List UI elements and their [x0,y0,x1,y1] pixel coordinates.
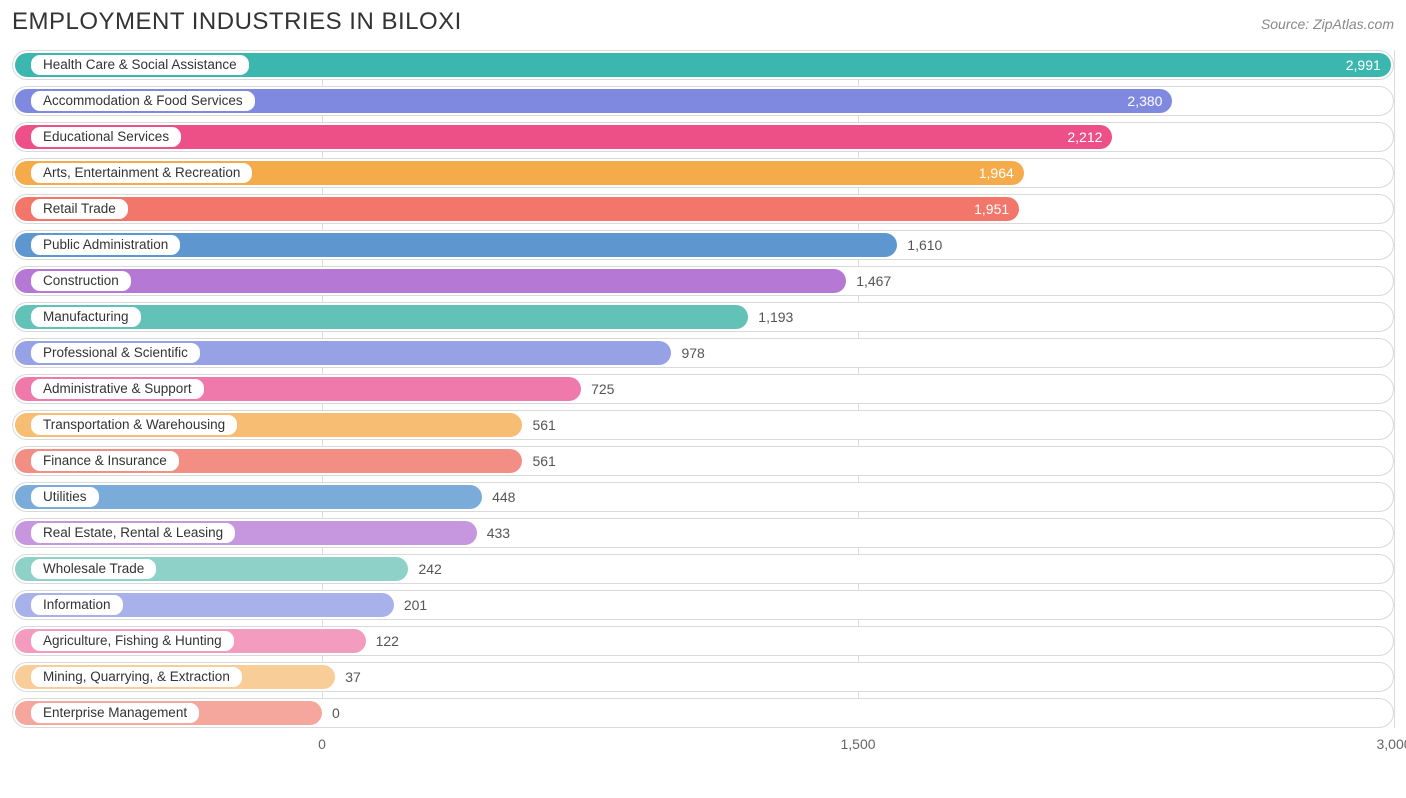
bar-row: Utilities 448 [12,482,1394,512]
bar-row: Wholesale Trade 242 [12,554,1394,584]
category-label: Administrative & Support [30,378,205,400]
employment-bar-chart: Health Care & Social Assistance 2,991 Acco… [12,50,1394,758]
category-label: Mining, Quarrying, & Extraction [30,666,243,688]
bar-row: Retail Trade 1,951 [12,194,1394,224]
bar-row: Enterprise Management 0 [12,698,1394,728]
bar-row: Finance & Insurance 561 [12,446,1394,476]
value-label: 122 [376,633,399,649]
category-label: Public Administration [30,234,181,256]
value-label: 0 [332,705,340,721]
value-label: 2,991 [1346,57,1381,73]
bar-row: Transportation & Warehousing 561 [12,410,1394,440]
bar-row: Agriculture, Fishing & Hunting 122 [12,626,1394,656]
category-label: Professional & Scientific [30,342,201,364]
category-label: Health Care & Social Assistance [30,54,250,76]
x-tick: 1,500 [840,736,875,752]
bar-row: Public Administration 1,610 [12,230,1394,260]
value-label: 1,193 [758,309,793,325]
value-label: 561 [532,417,555,433]
bar-row: Educational Services 2,212 [12,122,1394,152]
bar-row: Manufacturing 1,193 [12,302,1394,332]
source-prefix: Source: [1261,16,1313,32]
category-label: Utilities [30,486,100,508]
value-label: 2,380 [1127,93,1162,109]
value-label: 1,467 [856,273,891,289]
category-label: Construction [30,270,132,292]
bar-row: Information 201 [12,590,1394,620]
bar [15,269,846,293]
x-tick: 3,000 [1376,736,1406,752]
category-label: Arts, Entertainment & Recreation [30,162,253,184]
category-label: Educational Services [30,126,182,148]
bar-row: Accommodation & Food Services 2,380 [12,86,1394,116]
value-label: 1,951 [974,201,1009,217]
category-label: Real Estate, Rental & Leasing [30,522,236,544]
chart-title: EMPLOYMENT INDUSTRIES IN BILOXI [12,8,462,36]
bar-row: Arts, Entertainment & Recreation 1,964 [12,158,1394,188]
value-label: 561 [532,453,555,469]
category-label: Manufacturing [30,306,142,328]
gridline [1394,50,1395,728]
chart-source: Source: ZipAtlas.com [1261,16,1394,32]
category-label: Wholesale Trade [30,558,157,580]
category-label: Accommodation & Food Services [30,90,256,112]
value-label: 242 [418,561,441,577]
category-label: Retail Trade [30,198,129,220]
bar [15,197,1019,221]
category-label: Enterprise Management [30,702,200,724]
category-label: Agriculture, Fishing & Hunting [30,630,235,652]
bar-row: Construction 1,467 [12,266,1394,296]
category-label: Finance & Insurance [30,450,180,472]
source-name: ZipAtlas.com [1313,16,1394,32]
value-label: 725 [591,381,614,397]
category-label: Information [30,594,124,616]
bar-row: Health Care & Social Assistance 2,991 [12,50,1394,80]
x-tick: 0 [318,736,326,752]
category-label: Transportation & Warehousing [30,414,238,436]
bar-row: Mining, Quarrying, & Extraction 37 [12,662,1394,692]
value-label: 1,964 [979,165,1014,181]
value-label: 978 [681,345,704,361]
value-label: 2,212 [1067,129,1102,145]
value-label: 37 [345,669,361,685]
x-axis: 01,5003,000 [12,734,1394,758]
value-label: 433 [487,525,510,541]
bar-row: Administrative & Support 725 [12,374,1394,404]
value-label: 201 [404,597,427,613]
value-label: 448 [492,489,515,505]
bar-row: Real Estate, Rental & Leasing 433 [12,518,1394,548]
value-label: 1,610 [907,237,942,253]
bar-row: Professional & Scientific 978 [12,338,1394,368]
plot-area: Health Care & Social Assistance 2,991 Acco… [12,50,1394,728]
chart-header: EMPLOYMENT INDUSTRIES IN BILOXI Source: … [12,8,1394,36]
